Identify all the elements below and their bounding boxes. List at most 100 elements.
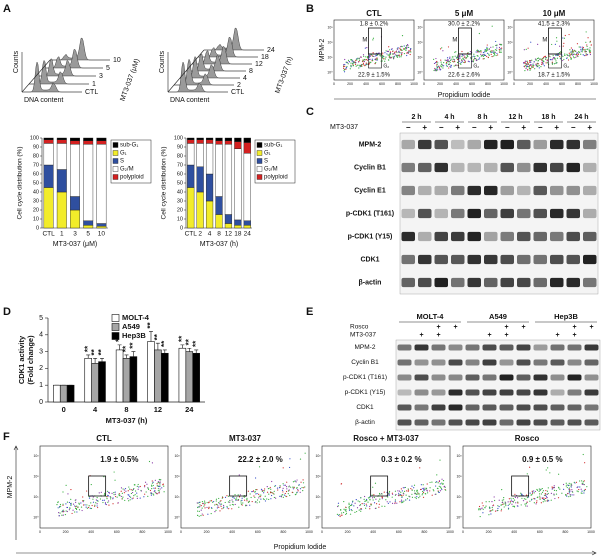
dot: [361, 503, 363, 505]
dot: [445, 65, 448, 67]
dot: [354, 511, 356, 513]
x-tick-label: 8: [124, 405, 128, 414]
dot: [566, 484, 568, 486]
dot: [259, 496, 262, 498]
dot: [268, 498, 270, 501]
dot: [524, 505, 527, 507]
dot: [208, 506, 210, 508]
dot: [385, 499, 387, 501]
blot-frame: [395, 339, 601, 431]
time-label: 18 h: [541, 114, 555, 121]
dot: [456, 56, 458, 58]
dot: [82, 500, 84, 502]
dot: [112, 503, 114, 505]
dot: [58, 512, 60, 514]
dot: [546, 490, 549, 492]
dot: [465, 57, 467, 59]
dot: [114, 491, 116, 493]
dot: [264, 500, 267, 502]
dot: [214, 511, 216, 513]
dot: [65, 484, 67, 486]
dot: [356, 507, 359, 509]
dot: [395, 54, 397, 56]
x-tick-label: 600: [537, 530, 543, 534]
dot: [345, 513, 347, 516]
band: [418, 139, 432, 150]
dot: [372, 59, 374, 62]
band: [584, 404, 599, 411]
dot: [515, 502, 517, 504]
y-tick-label: 10³: [315, 454, 321, 458]
dot: [437, 62, 439, 64]
bar-segment: [224, 137, 233, 141]
dot: [534, 68, 536, 70]
dot: [232, 501, 234, 503]
dot: [537, 65, 539, 68]
dot: [341, 514, 343, 516]
dot: [582, 481, 584, 483]
axis-label: Counts: [13, 50, 20, 73]
legend-label: polyploid: [264, 175, 288, 181]
panel-letter: C: [306, 106, 314, 118]
dot: [546, 62, 549, 64]
y-tick-label: 30: [33, 198, 39, 204]
dot: [226, 505, 228, 508]
dot: [282, 483, 284, 485]
dot: [458, 60, 461, 62]
bar-segment: [96, 223, 107, 227]
band: [550, 185, 564, 196]
legend-swatch: [112, 150, 119, 156]
dot: [526, 505, 528, 507]
gate: [511, 475, 530, 497]
dot: [147, 487, 149, 489]
bar-segment: [215, 137, 223, 141]
dot: [422, 484, 424, 486]
dot: [343, 500, 345, 503]
dot: [402, 501, 404, 503]
x-tick-label: 0: [333, 82, 335, 86]
dot: [498, 505, 500, 508]
band: [533, 344, 548, 351]
dot: [263, 492, 265, 494]
dot: [282, 496, 284, 499]
dot: [424, 488, 426, 491]
dot: [116, 496, 118, 498]
dot: [447, 58, 449, 61]
dot: [444, 485, 446, 487]
dot: [75, 501, 77, 503]
dot: [91, 504, 93, 507]
dot: [539, 495, 541, 497]
dot: [371, 58, 373, 60]
dot: [149, 489, 152, 492]
band: [414, 404, 429, 411]
dot: [358, 509, 360, 511]
band: [584, 374, 599, 381]
band: [533, 277, 547, 288]
dot: [580, 53, 582, 55]
dot: [358, 58, 360, 60]
bar-segment: [187, 187, 195, 229]
dot: [98, 492, 100, 494]
significance: **: [122, 345, 131, 352]
dot: [486, 44, 488, 46]
dot: [572, 54, 574, 56]
dot: [552, 56, 555, 59]
y-tick-label: 70: [177, 162, 183, 168]
dot: [96, 505, 98, 507]
dot: [458, 55, 460, 57]
dot: [302, 489, 304, 492]
gate-label: G₂: [473, 63, 479, 69]
legend-label: MOLT-4: [122, 313, 150, 322]
dot: [148, 460, 151, 463]
dot: [549, 472, 551, 474]
dot: [382, 55, 384, 57]
dot: [389, 53, 391, 55]
band: [550, 359, 565, 366]
dot: [469, 51, 471, 53]
gate-label: G₂: [383, 63, 389, 69]
dot: [486, 55, 488, 57]
band: [484, 162, 498, 173]
dot: [232, 504, 235, 506]
dot: [379, 498, 381, 500]
band: [451, 254, 465, 265]
